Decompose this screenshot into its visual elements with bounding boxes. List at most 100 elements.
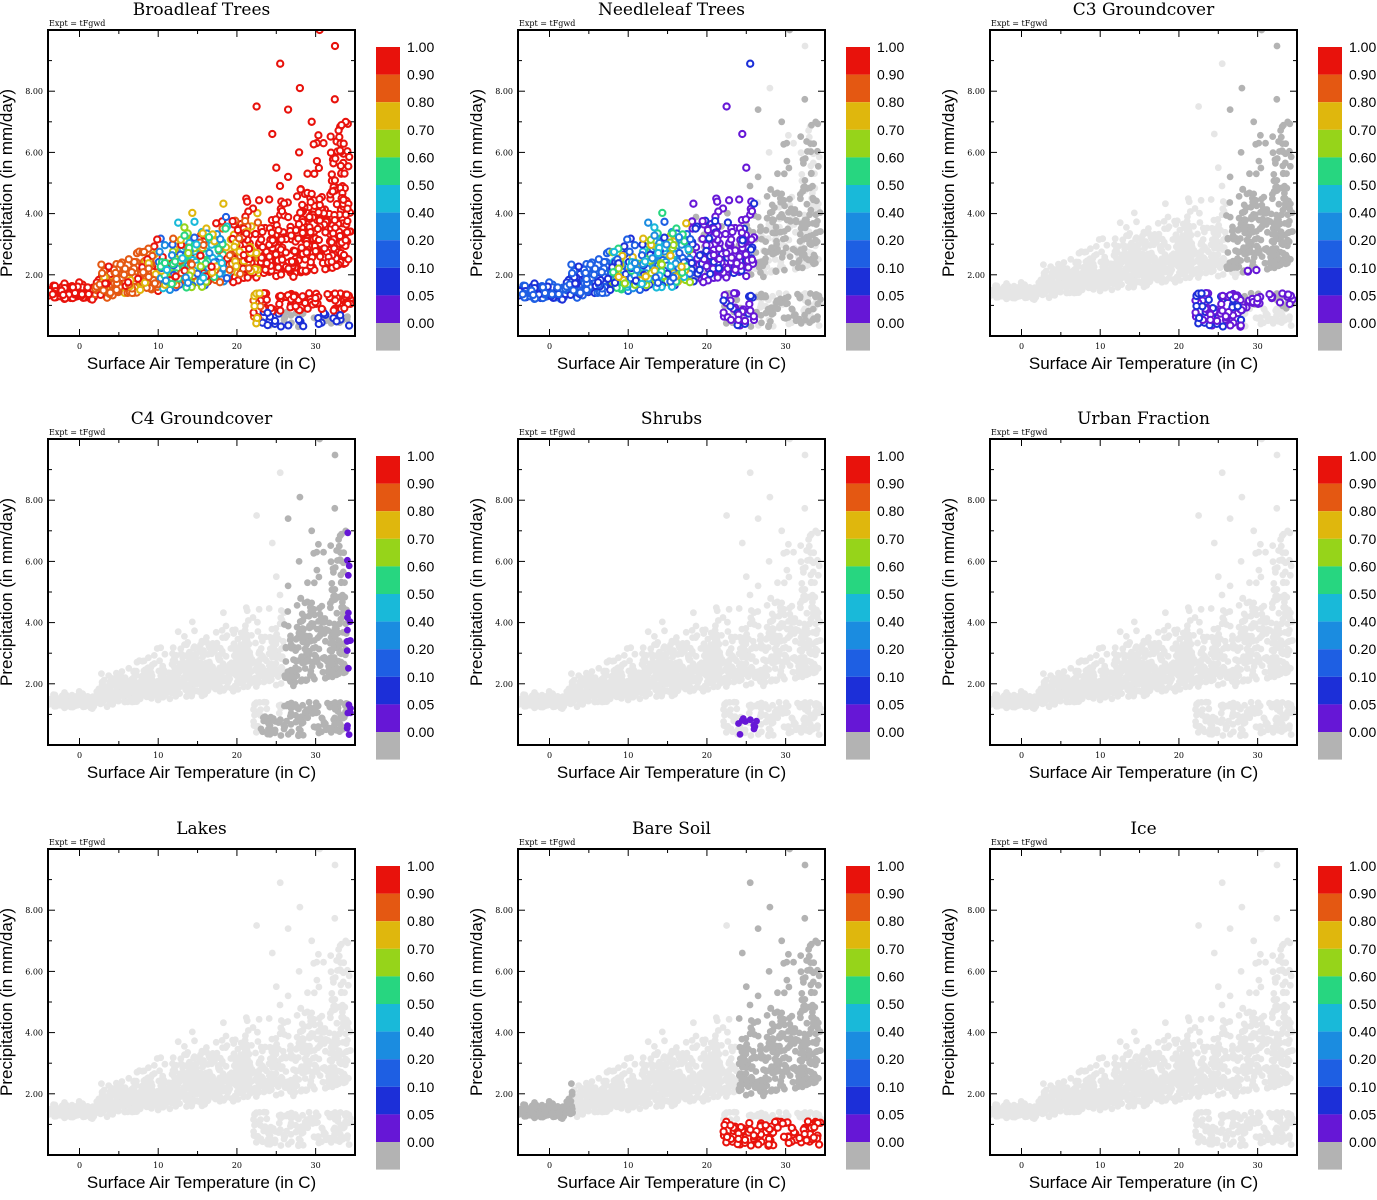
colorbar-label: 0.80: [877, 94, 904, 110]
data-point: [323, 290, 332, 299]
data-point: [714, 264, 723, 273]
data-point: [783, 157, 791, 165]
data-point: [641, 272, 650, 281]
y-tick-label: 2.00: [495, 271, 513, 280]
data-point: [1204, 295, 1213, 304]
data-point: [1130, 261, 1138, 268]
data-point: [807, 290, 814, 297]
data-point: [1232, 273, 1239, 281]
data-point: [48, 290, 57, 299]
data-point: [1233, 302, 1242, 311]
data-point: [715, 254, 724, 264]
data-point: [225, 265, 234, 275]
data-point: [724, 196, 734, 205]
data-point: [760, 293, 768, 301]
data-point: [746, 182, 754, 190]
data-point: [1158, 278, 1166, 286]
colorbar-label: 0.60: [407, 149, 434, 165]
data-point: [797, 133, 805, 141]
data-point: [306, 258, 315, 267]
data-point: [112, 274, 121, 284]
data-point: [330, 176, 340, 185]
data-point: [321, 265, 330, 274]
data-point: [785, 320, 793, 328]
data-point: [271, 250, 281, 259]
data-point: [1238, 84, 1246, 92]
data-point: [1177, 235, 1185, 242]
data-point: [1270, 171, 1278, 178]
data-point: [236, 269, 245, 279]
data-point: [1114, 273, 1122, 280]
data-point: [1262, 139, 1269, 147]
data-point: [139, 268, 148, 277]
data-point: [742, 163, 751, 172]
data-point: [124, 255, 133, 264]
data-point: [1171, 217, 1178, 225]
data-point: [1273, 155, 1281, 162]
data-point: [267, 228, 277, 237]
data-point: [1054, 269, 1061, 277]
data-point: [620, 279, 630, 288]
data-point: [1197, 196, 1205, 204]
data-point: [216, 235, 225, 244]
data-point: [1127, 244, 1135, 252]
data-point: [766, 306, 773, 314]
data-point: [1187, 245, 1195, 253]
data-point: [795, 210, 803, 218]
x-axis-label: Surface Air Temperature (in C): [87, 354, 316, 373]
data-point: [1226, 173, 1234, 181]
data-point: [1233, 247, 1241, 255]
y-axis-label: Precipitation (in mm/day): [467, 89, 486, 277]
data-point: [116, 260, 125, 269]
data-point: [1185, 230, 1192, 238]
data-point: [1257, 131, 1264, 139]
data-point: [229, 278, 238, 287]
data-point: [166, 695, 174, 703]
data-point: [749, 199, 759, 208]
data-point: [814, 162, 822, 170]
data-point: [314, 163, 324, 173]
data-point: [780, 170, 788, 178]
data-point: [1204, 266, 1211, 274]
data-point: [698, 234, 707, 244]
data-point: [712, 229, 721, 238]
data-point: [180, 223, 189, 232]
data-point: [310, 169, 319, 178]
data-point: [771, 256, 779, 263]
data-point: [1083, 279, 1091, 287]
data-point: [797, 149, 805, 157]
data-point: [760, 273, 767, 281]
data-point: [589, 270, 599, 279]
colorbar-label: 0.00: [877, 315, 904, 331]
data-point: [1252, 314, 1260, 322]
data-point: [1150, 263, 1157, 271]
colorbar-swatch: [1318, 129, 1342, 158]
colorbar-label: 0.10: [877, 260, 904, 276]
data-point: [1183, 217, 1191, 225]
data-point: [777, 228, 784, 236]
data-point: [277, 680, 285, 687]
data-point: [312, 156, 322, 166]
data-point: [1047, 263, 1055, 270]
data-point: [630, 258, 640, 268]
colorbar-label: 0.60: [1349, 149, 1376, 165]
data-point: [689, 199, 698, 208]
data-point: [769, 292, 776, 300]
data-point: [660, 217, 669, 226]
data-point: [758, 319, 765, 327]
data-point: [1030, 296, 1038, 303]
data-point: [313, 224, 322, 234]
y-tick-label: 8.00: [495, 87, 513, 96]
data-point: [774, 170, 781, 178]
data-point: [214, 245, 223, 254]
data-point: [1141, 230, 1149, 237]
data-point: [205, 248, 214, 258]
data-point: [1236, 235, 1244, 242]
colorbar-swatch: [1318, 323, 1342, 351]
data-point: [1063, 265, 1071, 273]
data-point: [262, 295, 271, 304]
data-point: [786, 217, 794, 224]
colorbar-label: 0.60: [877, 149, 904, 165]
data-point: [1133, 218, 1140, 226]
